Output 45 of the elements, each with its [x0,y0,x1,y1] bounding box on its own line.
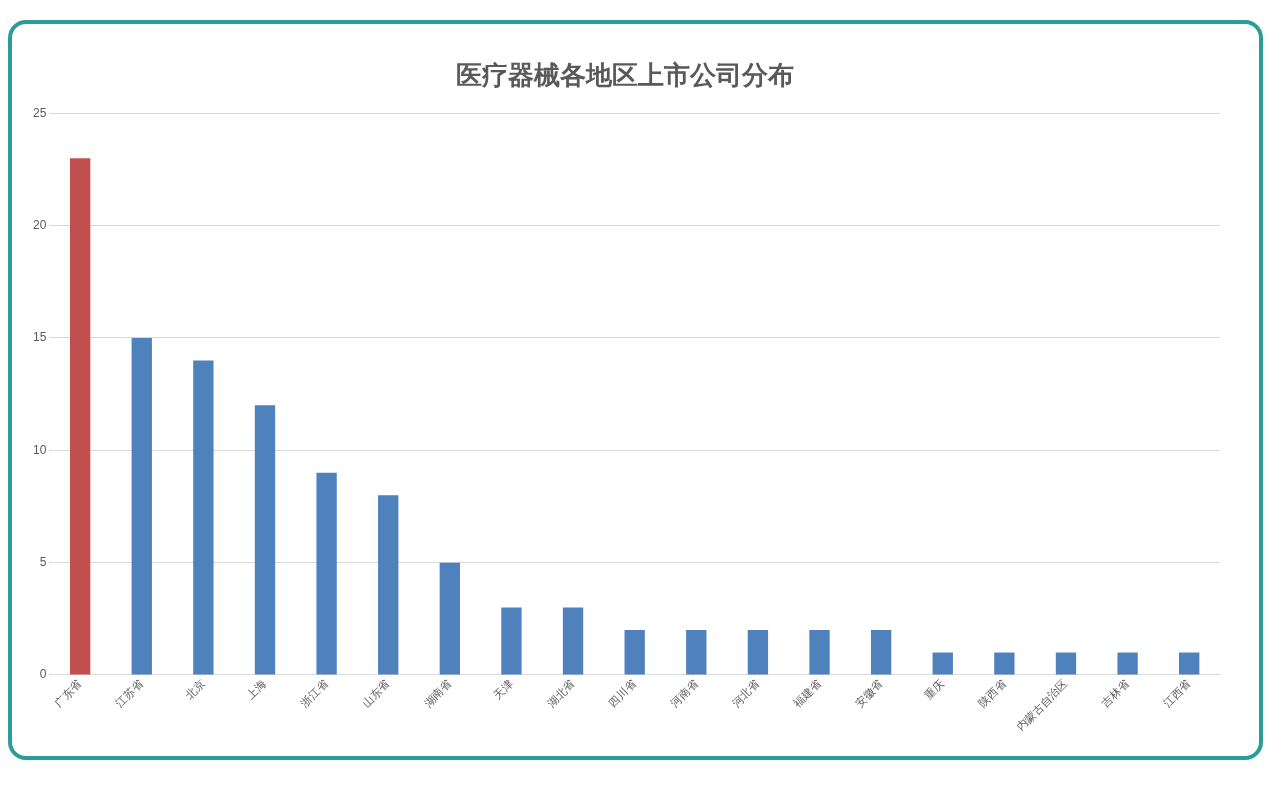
x-tick-label: 湖南省 [421,677,454,711]
bar [809,630,830,675]
y-tick-label: 0 [39,667,47,682]
x-tick-label: 陕西省 [975,677,1009,711]
x-tick-label: 河南省 [667,677,701,711]
bar [686,630,707,675]
x-tick-label: 天津 [490,677,516,703]
bar [994,652,1015,675]
x-tick-label: 广东省 [51,677,85,711]
x-tick-label: 湖北省 [544,677,578,711]
x-tick-label: 河北省 [729,677,763,711]
bar [1179,652,1200,675]
bar [131,337,152,675]
bar [193,360,214,675]
x-tick-label: 重庆 [922,677,947,703]
x-tick-label: 四川省 [606,677,639,711]
x-tick-label: 浙江省 [298,677,331,711]
bar [501,607,522,675]
chart-title: 医疗器械各地区上市公司分布 [456,60,794,91]
bar [747,630,769,675]
bar [1055,652,1077,675]
bar [1117,652,1138,675]
bar [439,562,460,675]
bar [69,158,91,675]
x-tick-label: 安徽省 [852,677,886,711]
bar [870,630,892,675]
y-tick-label: 25 [32,105,47,120]
x-tick-label: 福建省 [791,677,824,711]
bar [624,630,645,675]
x-tick-label: 江苏省 [113,677,146,711]
bar [932,652,953,675]
x-tick-label: 吉林省 [1099,677,1132,711]
x-tick-label: 上海 [244,677,270,703]
y-tick-label: 10 [32,442,47,457]
y-tick-label: 5 [39,554,47,569]
x-tick-label: 内蒙古自治区 [1014,677,1071,734]
x-tick-label: 北京 [182,677,208,703]
x-tick-label: 江西省 [1160,677,1194,711]
bar [378,495,399,675]
y-tick-label: 20 [32,217,47,232]
bar [316,472,337,675]
x-tick-label: 山东省 [359,677,393,711]
bar [254,405,276,675]
y-tick-label: 15 [32,330,47,345]
bar [562,607,584,675]
